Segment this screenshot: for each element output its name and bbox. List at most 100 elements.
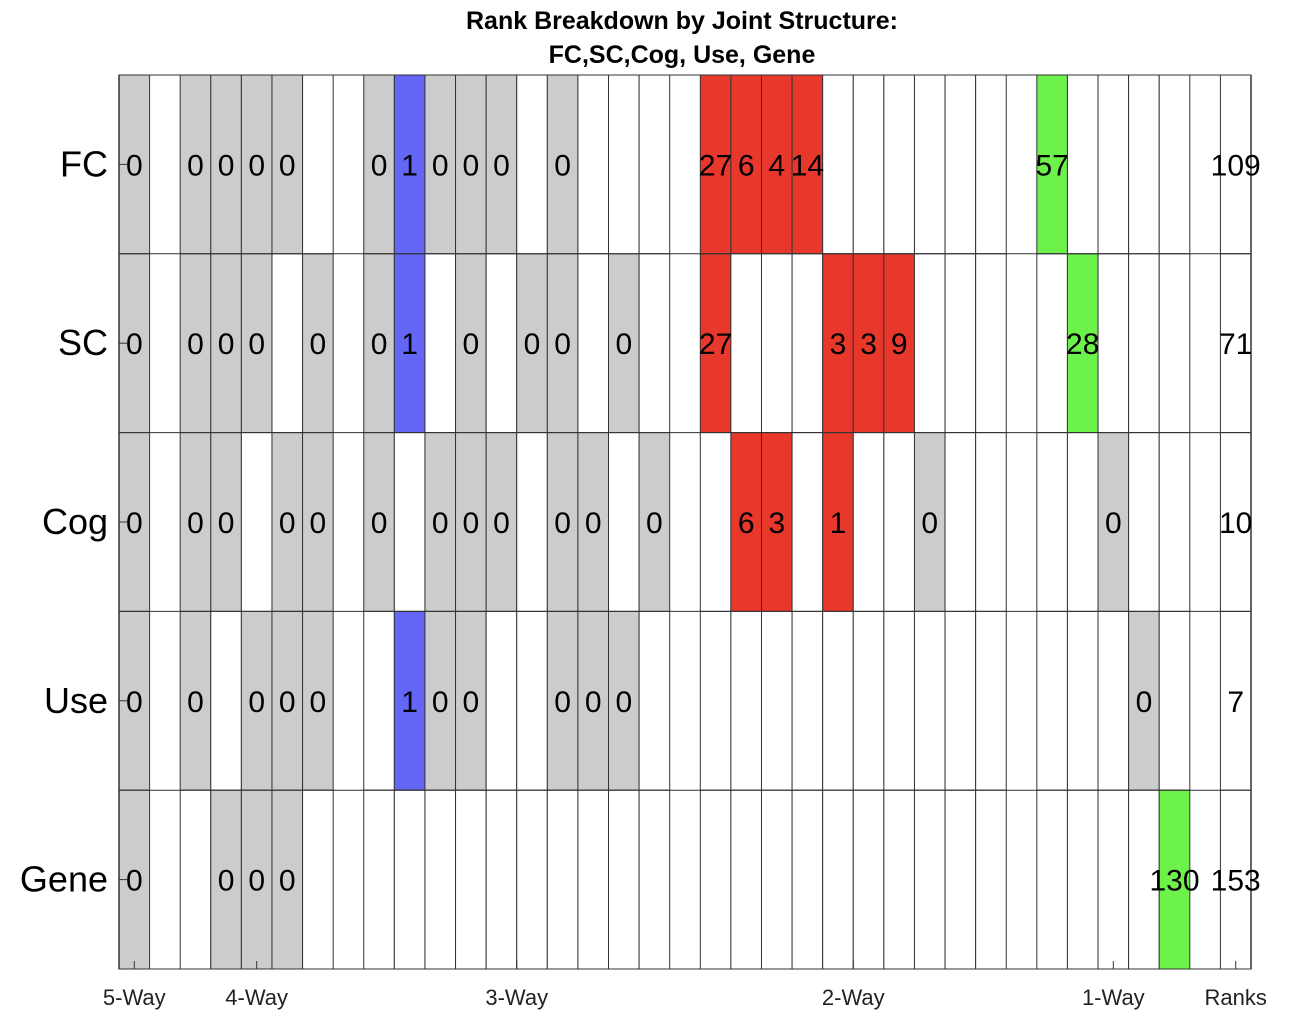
cell-r3-c20 bbox=[822, 610, 854, 791]
row-label-sc: SC bbox=[58, 322, 108, 363]
cell-r3-c18 bbox=[760, 610, 793, 791]
cell-value: 0 bbox=[585, 686, 602, 719]
cell-r0-c24 bbox=[944, 74, 977, 255]
cell-r2-c20 bbox=[822, 432, 854, 612]
cell-r3-c25 bbox=[975, 610, 1007, 791]
cell-r3-c21 bbox=[852, 610, 885, 791]
cell-r4-c30 bbox=[1158, 789, 1191, 970]
cell-r4-c25 bbox=[975, 789, 1007, 970]
cell-value: 0 bbox=[554, 686, 571, 719]
cell-value: 0 bbox=[1136, 686, 1153, 719]
cell-r2-c3 bbox=[240, 432, 273, 612]
cell-r3-c16 bbox=[699, 610, 732, 791]
cell-r4-c26 bbox=[1036, 789, 1068, 970]
cell-value: 0 bbox=[615, 686, 632, 719]
cell-value: 27 bbox=[699, 328, 732, 361]
cell-value: 0 bbox=[432, 686, 449, 719]
cell-r0-c30 bbox=[1158, 74, 1191, 255]
cell-r0-c20 bbox=[822, 74, 854, 255]
cell-r3-c13 bbox=[577, 610, 610, 791]
cell-r0-c14 bbox=[608, 74, 640, 255]
cell-value: 1 bbox=[401, 686, 418, 719]
cell-r0-c19 bbox=[791, 74, 824, 255]
cell-value: 0 bbox=[279, 686, 296, 719]
cell-value: 0 bbox=[218, 328, 235, 361]
cell-r0-c21 bbox=[852, 74, 885, 255]
cell-value: 0 bbox=[462, 328, 479, 361]
cell-r3-c23 bbox=[913, 610, 946, 791]
cell-value: 0 bbox=[279, 865, 296, 898]
cell-r4-c15 bbox=[638, 789, 671, 970]
x-group-label: Ranks bbox=[1205, 985, 1267, 1010]
cell-r1-c24 bbox=[944, 253, 977, 434]
cell-r1-c12 bbox=[546, 253, 579, 434]
row-label-cog: Cog bbox=[42, 501, 108, 542]
cell-value: 3 bbox=[768, 507, 785, 540]
cell-r1-c13 bbox=[577, 253, 610, 434]
cell-r4-c16 bbox=[699, 789, 732, 970]
cell-r2-c5 bbox=[302, 432, 334, 612]
cell-r1-c20 bbox=[822, 253, 854, 434]
cell-value: 0 bbox=[615, 328, 632, 361]
cell-value: 0 bbox=[126, 507, 143, 540]
cell-r2-c8 bbox=[424, 432, 457, 612]
cell-value: 0 bbox=[279, 149, 296, 182]
cell-value: 0 bbox=[310, 686, 327, 719]
cell-r4-c5 bbox=[302, 789, 334, 970]
cell-value: 14 bbox=[791, 149, 824, 182]
cell-r0-c5 bbox=[302, 74, 334, 255]
cell-r1-c26 bbox=[1036, 253, 1068, 434]
cell-value: 0 bbox=[187, 149, 204, 182]
cell-r2-c4 bbox=[271, 432, 304, 612]
x-group-label: 3-Way bbox=[485, 985, 548, 1010]
cell-value: 0 bbox=[432, 149, 449, 182]
cell-value: 9 bbox=[891, 328, 908, 361]
cell-r3-c10 bbox=[485, 610, 518, 791]
cell-value: 27 bbox=[699, 149, 732, 182]
cell-value: 71 bbox=[1219, 328, 1252, 361]
cell-value: 6 bbox=[738, 149, 755, 182]
cell-value: 0 bbox=[187, 507, 204, 540]
cell-r0-c7 bbox=[393, 74, 426, 255]
cell-r4-c7 bbox=[393, 789, 426, 970]
cell-value: 0 bbox=[462, 507, 479, 540]
cell-r3-c5 bbox=[302, 610, 334, 791]
cell-r1-c23 bbox=[913, 253, 946, 434]
cell-value: 28 bbox=[1066, 328, 1099, 361]
cell-r0-c17 bbox=[730, 74, 762, 255]
cell-r2-c25 bbox=[975, 432, 1007, 612]
cell-value: 3 bbox=[860, 328, 877, 361]
cell-value: 1 bbox=[401, 328, 418, 361]
cell-value: 0 bbox=[493, 149, 510, 182]
cell-r4-c19 bbox=[791, 789, 824, 970]
cell-r1-c9 bbox=[455, 253, 487, 434]
cell-r1-c19 bbox=[791, 253, 824, 434]
cell-r0-c25 bbox=[975, 74, 1007, 255]
x-group-label: 4-Way bbox=[225, 985, 288, 1010]
cell-r1-c16 bbox=[699, 253, 732, 434]
cell-value: 57 bbox=[1035, 149, 1068, 182]
cell-r1-c17 bbox=[730, 253, 762, 434]
cell-r4-c23 bbox=[913, 789, 946, 970]
row-label-gene: Gene bbox=[20, 859, 108, 900]
cell-value: 0 bbox=[310, 507, 327, 540]
cell-r2-c27 bbox=[1066, 432, 1099, 612]
cell-r2-c15 bbox=[638, 432, 671, 612]
cell-value: 0 bbox=[218, 865, 235, 898]
cell-r2-c7 bbox=[393, 432, 426, 612]
cell-r2-c31 bbox=[1219, 432, 1252, 612]
cell-value: 0 bbox=[187, 686, 204, 719]
cell-r4-c24 bbox=[944, 789, 977, 970]
cell-value: 0 bbox=[248, 865, 265, 898]
cell-value: 0 bbox=[554, 507, 571, 540]
cell-r3-c3 bbox=[240, 610, 273, 791]
cell-r4-c18 bbox=[760, 789, 793, 970]
cell-r1-c28 bbox=[1097, 253, 1130, 434]
cell-r0-c15 bbox=[638, 74, 671, 255]
x-group-label: 1-Way bbox=[1082, 985, 1145, 1010]
cell-r4-c8 bbox=[424, 789, 457, 970]
cell-value: 3 bbox=[830, 328, 847, 361]
cell-r2-c14 bbox=[608, 432, 640, 612]
cell-r3-c7 bbox=[393, 610, 426, 791]
